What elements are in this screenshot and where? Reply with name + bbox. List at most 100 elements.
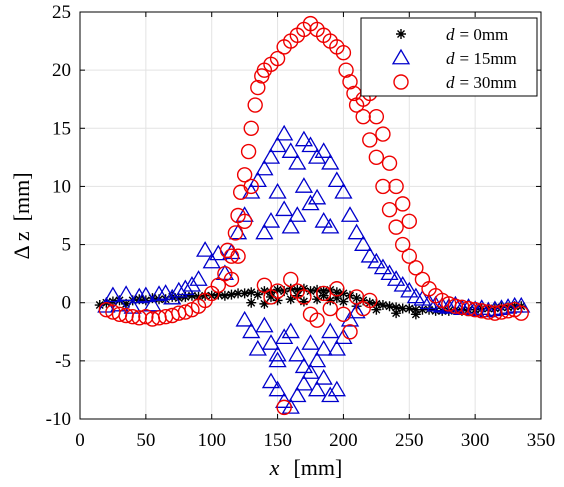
- data-point: [327, 339, 346, 356]
- data-point: [294, 177, 314, 193]
- data-point: [384, 301, 395, 312]
- legend-value: = 0mm: [460, 25, 509, 44]
- data-point: [259, 298, 270, 309]
- y-axis-label: Δ z [mm]: [9, 172, 34, 259]
- data-point: [340, 206, 360, 222]
- data-point: [143, 295, 162, 312]
- data-point: [281, 398, 300, 414]
- data-point: [131, 310, 147, 326]
- data-point: [342, 324, 358, 340]
- data-point: [386, 270, 406, 286]
- data-point: [380, 264, 399, 281]
- data-point: [149, 285, 169, 301]
- data-point: [268, 345, 287, 362]
- data-point: [347, 302, 366, 319]
- data-point: [331, 287, 342, 298]
- data-point: [321, 386, 340, 403]
- data-point: [281, 322, 300, 339]
- x-tick-label: 150: [263, 430, 292, 451]
- data-point: [156, 284, 175, 300]
- data-point: [334, 328, 353, 345]
- data-point: [312, 294, 323, 305]
- data-point: [283, 271, 299, 288]
- data-point: [261, 148, 281, 164]
- data-point: [298, 296, 309, 307]
- data-point: [236, 167, 253, 183]
- y-tick-label: 0: [62, 293, 72, 314]
- data-point: [247, 97, 263, 113]
- data-point: [335, 306, 352, 323]
- x-axis-unit: [mm]: [293, 455, 342, 480]
- data-point: [219, 290, 230, 301]
- data-point: [301, 136, 320, 153]
- data-point: [288, 345, 307, 362]
- data-point: [305, 286, 316, 297]
- data-point: [210, 277, 227, 293]
- data-point: [331, 293, 342, 304]
- data-point: [265, 291, 276, 302]
- data-point: [256, 277, 273, 293]
- data-point: [400, 281, 419, 298]
- data-point: [314, 369, 333, 385]
- data-point: [395, 236, 411, 253]
- data-point: [268, 182, 287, 199]
- data-point: [513, 305, 529, 321]
- data-point: [255, 159, 274, 176]
- data-point: [227, 225, 244, 241]
- data-point: [261, 212, 281, 228]
- data-point: [338, 62, 354, 78]
- data-point: [288, 153, 307, 170]
- data-point: [195, 241, 215, 257]
- legend-variable: d: [446, 49, 455, 68]
- data-point: [340, 310, 360, 327]
- data-point: [371, 304, 382, 315]
- x-axis-label: x [mm]: [269, 455, 343, 480]
- data-point: [391, 308, 402, 319]
- data-point: [94, 300, 105, 311]
- data-point: [381, 155, 398, 171]
- data-point: [338, 296, 349, 307]
- data-point: [275, 200, 294, 217]
- data-point: [375, 178, 391, 195]
- data-point: [246, 287, 257, 298]
- data-point: [301, 194, 320, 211]
- data-point: [307, 351, 327, 368]
- data-point: [173, 293, 184, 304]
- data-point: [209, 244, 228, 261]
- data-point: [301, 334, 320, 350]
- data-point: [250, 79, 266, 96]
- data-point: [246, 297, 257, 308]
- data-point: [321, 322, 340, 339]
- data-point: [362, 132, 378, 148]
- data-point: [292, 284, 303, 295]
- data-point: [236, 213, 253, 230]
- data-point: [301, 363, 320, 379]
- data-point: [314, 339, 333, 356]
- data-point: [327, 171, 346, 188]
- legend-variable: d: [446, 25, 455, 44]
- data-point: [240, 143, 257, 160]
- data-point: [307, 380, 327, 397]
- data-point: [116, 285, 136, 301]
- data-point: [364, 297, 375, 308]
- data-point: [182, 275, 202, 292]
- data-point: [261, 334, 281, 350]
- data-point: [269, 283, 286, 299]
- data-point: [377, 300, 388, 311]
- data-point: [275, 392, 294, 408]
- data-point: [230, 248, 246, 264]
- data-point: [206, 290, 217, 301]
- data-point: [388, 219, 404, 235]
- y-tick-label: 25: [52, 2, 71, 23]
- x-tick-label: 350: [527, 430, 556, 451]
- y-axis-unit: [mm]: [9, 172, 34, 221]
- data-point: [393, 275, 412, 292]
- data-point: [232, 184, 249, 200]
- data-point: [239, 288, 250, 299]
- data-point: [368, 149, 385, 166]
- y-tick-label: 5: [62, 235, 72, 256]
- data-point: [414, 271, 431, 288]
- legend-marker: [396, 29, 406, 39]
- x-tick-label: 250: [395, 430, 424, 451]
- data-point: [381, 201, 398, 218]
